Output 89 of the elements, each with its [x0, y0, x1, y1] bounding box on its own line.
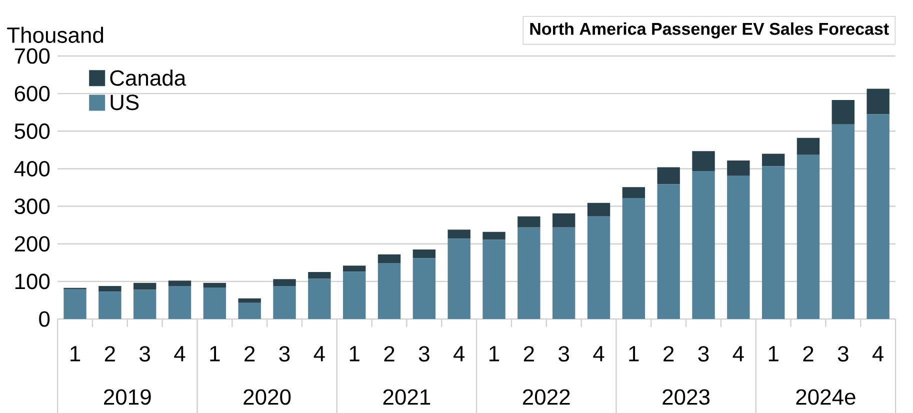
- legend-label: US: [110, 94, 139, 110]
- x-tick-label: 1: [70, 346, 80, 362]
- bar: [342, 266, 366, 272]
- bar: [133, 290, 156, 319]
- y-tick-label: 400: [14, 160, 50, 177]
- bar: [482, 240, 506, 319]
- chart-title: North America Passenger EV Sales Forecast: [530, 22, 889, 38]
- x-tick-label: 1: [768, 346, 778, 362]
- bar: [657, 167, 680, 184]
- x-tick-label: 3: [418, 346, 430, 362]
- bar: [518, 216, 540, 228]
- y-tick-label: 300: [14, 198, 50, 214]
- x-tick-label: 4: [593, 346, 604, 362]
- x-tick-label: 3: [140, 346, 150, 362]
- y-axis-title: Thousand: [7, 26, 104, 43]
- x-tick-label: 2: [104, 346, 115, 362]
- bar: [448, 238, 470, 319]
- bar: [727, 160, 750, 176]
- bar: [587, 202, 610, 216]
- x-tick-label: 3: [698, 346, 709, 362]
- bar: [622, 198, 646, 319]
- x-tick-label: 1: [210, 346, 220, 362]
- bar: [412, 249, 436, 258]
- text: 2024e: [796, 389, 856, 405]
- text: 2022: [523, 389, 570, 405]
- bar: [168, 280, 192, 286]
- x-tick-label: 2: [803, 346, 814, 362]
- text: 2020: [244, 389, 291, 405]
- bar: [832, 124, 855, 319]
- bar: [727, 176, 750, 319]
- bar: [762, 166, 785, 319]
- x-tick-label: 3: [838, 346, 848, 362]
- bar: [342, 272, 366, 319]
- bar: [482, 232, 506, 240]
- x-tick-label: 2: [244, 346, 255, 362]
- legend-label: Canada: [110, 70, 186, 86]
- bar: [587, 216, 610, 319]
- x-tick-label: 4: [732, 346, 744, 362]
- bar: [378, 254, 401, 264]
- bar: [692, 151, 715, 171]
- bar: [518, 227, 540, 319]
- bar: [64, 288, 86, 319]
- bar: [203, 287, 226, 319]
- bar: [762, 154, 785, 166]
- y-tick-label: 500: [14, 123, 50, 139]
- bar: [203, 282, 226, 288]
- bar: [238, 302, 261, 319]
- bar: [133, 282, 156, 290]
- x-tick-label: 1: [629, 346, 639, 362]
- bar: [273, 279, 296, 286]
- x-tick-label: 4: [174, 346, 186, 362]
- bar: [378, 263, 401, 319]
- bar: [168, 286, 192, 319]
- x-tick-label: 1: [350, 346, 360, 362]
- bar: [657, 184, 680, 319]
- bar: [622, 187, 646, 198]
- x-tick-label: 3: [558, 346, 569, 362]
- bar: [692, 170, 715, 319]
- text: 2019: [104, 389, 151, 405]
- x-tick-label: 2: [384, 346, 394, 362]
- x-tick-label: 4: [872, 346, 884, 362]
- y-tick-label: 200: [14, 236, 50, 252]
- bar: [238, 298, 261, 303]
- y-tick-label: 100: [15, 274, 50, 290]
- x-tick-label: 4: [314, 346, 325, 362]
- bar: [273, 286, 296, 319]
- bar: [866, 114, 890, 319]
- x-tick-label: 3: [279, 346, 290, 362]
- bar: [832, 100, 855, 124]
- x-tick-label: 2: [524, 346, 534, 362]
- x-tick-label: 4: [453, 346, 465, 362]
- bar: [98, 292, 122, 319]
- bar: [796, 154, 820, 319]
- bar: [866, 88, 890, 114]
- bar: [552, 213, 576, 228]
- x-tick-label: 2: [664, 346, 674, 362]
- bar: [412, 258, 436, 319]
- bar: [98, 286, 122, 292]
- bar: [448, 230, 470, 239]
- bar: [308, 272, 331, 279]
- y-tick-label: 700: [14, 48, 50, 64]
- bar: [308, 278, 331, 319]
- bar: [552, 227, 576, 319]
- y-tick-label: 0: [39, 311, 50, 327]
- bar: [796, 138, 820, 155]
- text: 2021: [383, 389, 430, 405]
- text: 2023: [662, 389, 710, 405]
- y-tick-label: 600: [14, 86, 50, 102]
- x-tick-label: 1: [490, 346, 500, 362]
